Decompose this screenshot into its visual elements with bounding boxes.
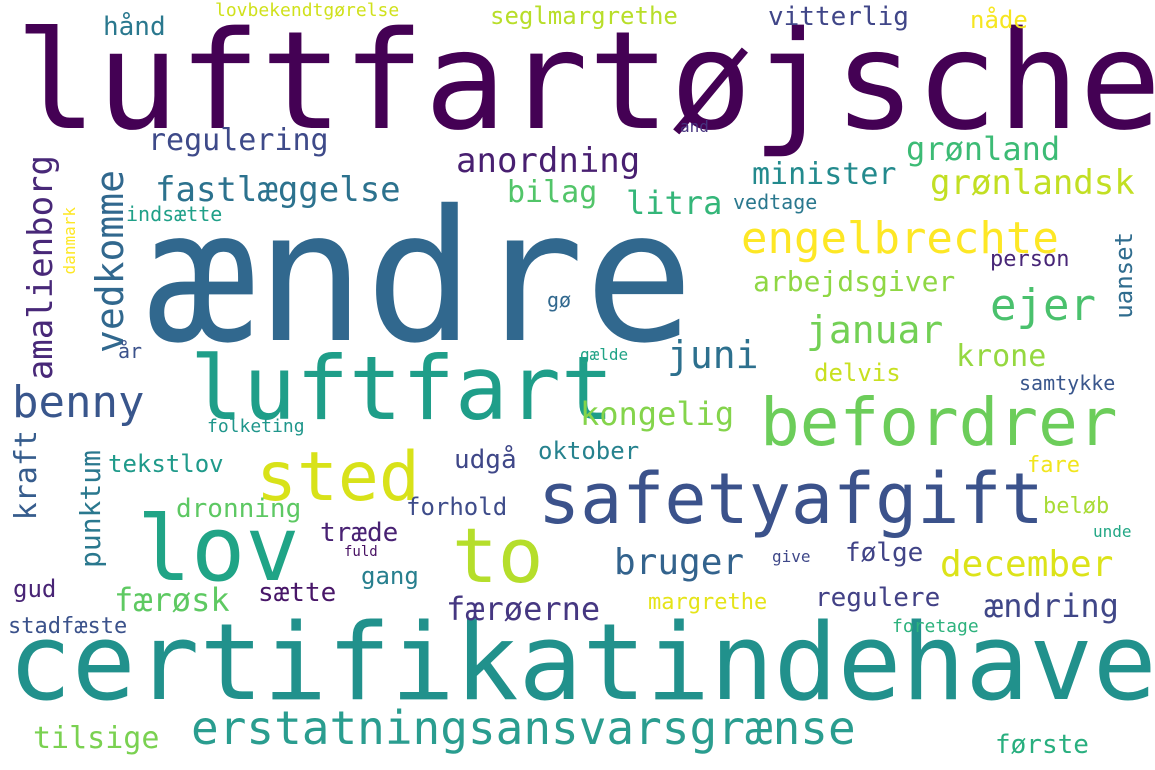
word-dronning: dronning [176, 494, 302, 524]
word-safetyafgift: safetyafgift [538, 458, 1044, 540]
word-krone: krone [956, 339, 1047, 374]
word-forhold: forhold [406, 493, 508, 521]
word-litra: litra [626, 184, 723, 222]
word-juni: juni [667, 333, 759, 377]
word-gud: gud [13, 575, 57, 603]
word-aendre: ændre [146, 171, 694, 383]
word-gang: gang [361, 562, 419, 590]
word-delvis: delvis [814, 359, 901, 387]
word-certifikatindehaver: certifikatindehaver [8, 601, 1155, 724]
word-kongelig: kongelig [580, 395, 735, 433]
word-aendring: ændring [984, 587, 1119, 625]
word-kraft: kraft [9, 430, 44, 521]
word-tilsige: tilsige [33, 721, 160, 756]
word-traede: træde [320, 518, 399, 548]
word-ar: år [118, 339, 143, 363]
word-go: gø [547, 288, 572, 312]
word-forste: første [995, 730, 1089, 760]
word-gaelde: gælde [580, 345, 629, 364]
word-januar: januar [806, 308, 944, 352]
word-regulering: regulering [148, 123, 329, 158]
word-stadfaeste: stadfæste [8, 614, 128, 639]
word-erstatningsansvarsgraense: erstatningsansvarsgrænse [191, 701, 856, 755]
word-samtykke: samtykke [1019, 371, 1116, 395]
word-luftfart: luftfart [190, 337, 614, 440]
word-gronlandsk: grønlandsk [930, 163, 1135, 203]
word-gronland: grønland [906, 130, 1061, 168]
word-bilag: bilag [507, 175, 598, 210]
word-vedtage: vedtage [733, 190, 818, 214]
word-regulere: regulere [815, 583, 941, 613]
word-danmark: danmark [60, 207, 79, 275]
word-oktober: oktober [538, 437, 640, 465]
word-lov: lov [137, 497, 300, 602]
word-vitterlig: vitterlig [768, 2, 909, 32]
word-belob: beløb [1043, 494, 1110, 519]
word-benny: benny [12, 377, 145, 428]
word-uanset: uanset [1110, 232, 1138, 319]
word-person: person [990, 247, 1070, 272]
word-folketing: folketing [207, 416, 305, 437]
word-sted: sted [256, 438, 420, 517]
word-fuld: fuld [344, 544, 378, 560]
word-nade: nåde [970, 6, 1028, 34]
word-unde: unde [1093, 522, 1132, 541]
word-indsaette: indsætte [126, 202, 223, 226]
word-saette: sætte [258, 578, 337, 608]
word-hand: hånd [103, 12, 166, 42]
word-luftfartojschef: luftfartøjschef [15, 3, 1155, 161]
word-fare: fare [1027, 453, 1080, 478]
word-minister: minister [752, 157, 897, 192]
word-fastlaeggelse: fastlæggelse [155, 170, 401, 210]
word-to: to [452, 511, 544, 600]
word-vedkomme: vedkomme [88, 170, 132, 354]
word-engelbrechte: engelbrechte [741, 213, 1059, 264]
word-faerosk: færøsk [114, 581, 230, 619]
word-december: december [940, 544, 1114, 585]
word-give: give [772, 547, 811, 566]
word-anordning: anordning [456, 141, 641, 181]
word-tekstlov: tekstlov [108, 450, 224, 478]
word-and: and [680, 117, 709, 136]
word-arbejdsgiver: arbejdsgiver [753, 265, 956, 298]
word-foretage: foretage [892, 616, 979, 637]
word-faeroerne: færøerne [446, 590, 601, 628]
word-ejer: ejer [990, 280, 1096, 331]
word-udga: udgå [454, 445, 517, 475]
word-folge: følge [845, 538, 924, 568]
word-amalienborg: amalienborg [21, 155, 61, 381]
word-bruger: bruger [614, 542, 745, 583]
word-seglmargrethe: seglmargrethe [490, 2, 678, 30]
word-lovbekendtgorelse: lovbekendtgørelse [215, 0, 400, 21]
word-punktum: punktum [74, 450, 107, 569]
word-margrethe: margrethe [648, 590, 768, 615]
word-befordrer: befordrer [760, 384, 1118, 461]
